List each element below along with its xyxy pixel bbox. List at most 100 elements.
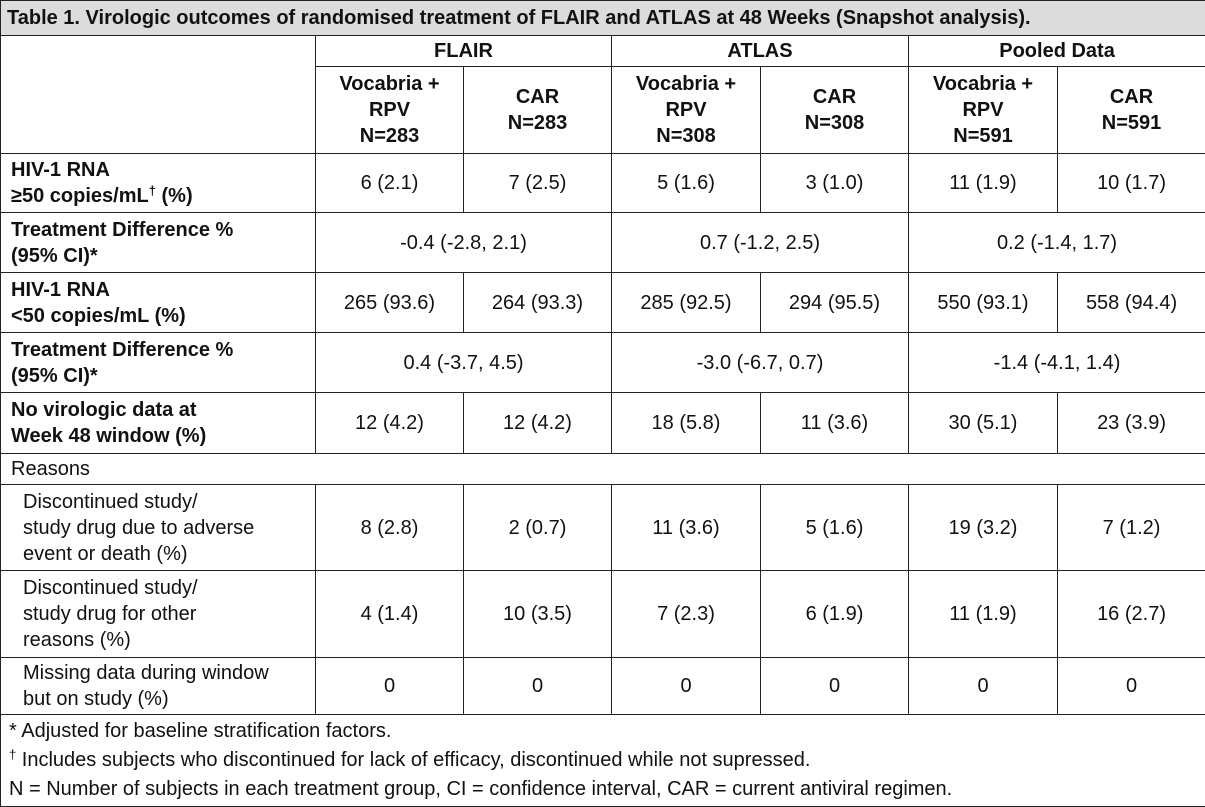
line: CAR bbox=[771, 84, 898, 110]
value-cell: 550 (93.1) bbox=[909, 273, 1058, 333]
line: N=283 bbox=[326, 123, 453, 149]
footnote: * Adjusted for baseline stratification f… bbox=[9, 717, 1197, 746]
line: <50 copies/mL (%) bbox=[11, 303, 305, 329]
value-cell: 0 bbox=[612, 658, 761, 715]
data-row: Discontinued study/study drug due to adv… bbox=[1, 485, 1205, 571]
line: RPV bbox=[622, 97, 750, 123]
value-cell: 2 (0.7) bbox=[464, 485, 612, 571]
value-cell: 0.7 (-1.2, 2.5) bbox=[612, 213, 909, 273]
value-cell: 18 (5.8) bbox=[612, 393, 761, 454]
row-label: HIV-1 RNA<50 copies/mL (%) bbox=[1, 273, 316, 333]
line: but on study (%) bbox=[23, 686, 305, 712]
value-cell: 11 (1.9) bbox=[909, 571, 1058, 658]
data-row: HIV-1 RNA<50 copies/mL (%)265 (93.6)264 … bbox=[1, 273, 1205, 333]
line: RPV bbox=[326, 97, 453, 123]
line: (95% CI)* bbox=[11, 363, 305, 389]
group-header: Pooled Data bbox=[909, 36, 1205, 67]
line: reasons (%) bbox=[23, 627, 305, 653]
value-cell: 12 (4.2) bbox=[464, 393, 612, 454]
value-cell: 0 bbox=[909, 658, 1058, 715]
value-cell: 4 (1.4) bbox=[316, 571, 464, 658]
data-row: Treatment Difference %(95% CI)*-0.4 (-2.… bbox=[1, 213, 1205, 273]
text: ≥50 copies/mL bbox=[11, 185, 149, 207]
line: (95% CI)* bbox=[11, 243, 305, 269]
text: Includes subjects who discontinued for l… bbox=[16, 749, 810, 771]
footnotes: * Adjusted for baseline stratification f… bbox=[1, 715, 1205, 807]
value-cell: 0 bbox=[464, 658, 612, 715]
line: event or death (%) bbox=[23, 541, 305, 567]
reasons-title: Reasons bbox=[1, 454, 1205, 485]
line: Treatment Difference % bbox=[11, 217, 305, 243]
value-cell: 11 (3.6) bbox=[612, 485, 761, 571]
value-cell: 7 (1.2) bbox=[1058, 485, 1205, 571]
title-row: Table 1. Virologic outcomes of randomise… bbox=[1, 1, 1205, 36]
line: ≥50 copies/mL† (%) bbox=[11, 183, 305, 209]
row-label: Discontinued study/study drug due to adv… bbox=[1, 485, 316, 571]
line: N=308 bbox=[622, 123, 750, 149]
line: study drug for other bbox=[23, 601, 305, 627]
value-cell: 3 (1.0) bbox=[761, 154, 909, 213]
value-cell: 0 bbox=[316, 658, 464, 715]
note-mark: † bbox=[149, 183, 156, 198]
line: Vocabria + bbox=[326, 71, 453, 97]
value-cell: 294 (95.5) bbox=[761, 273, 909, 333]
value-cell: 285 (92.5) bbox=[612, 273, 761, 333]
data-row: HIV-1 RNA≥50 copies/mL† (%)6 (2.1)7 (2.5… bbox=[1, 154, 1205, 213]
line: RPV bbox=[919, 97, 1047, 123]
value-cell: 5 (1.6) bbox=[761, 485, 909, 571]
line: Missing data during window bbox=[23, 660, 305, 686]
value-cell: 0.2 (-1.4, 1.7) bbox=[909, 213, 1205, 273]
value-cell: 7 (2.5) bbox=[464, 154, 612, 213]
row-label: HIV-1 RNA≥50 copies/mL† (%) bbox=[1, 154, 316, 213]
line: HIV-1 RNA bbox=[11, 157, 305, 183]
line: Week 48 window (%) bbox=[11, 423, 305, 449]
table-title: Table 1. Virologic outcomes of randomise… bbox=[1, 1, 1205, 36]
line: N=283 bbox=[474, 110, 601, 136]
row-label: Treatment Difference %(95% CI)* bbox=[1, 333, 316, 393]
row-label: Treatment Difference %(95% CI)* bbox=[1, 213, 316, 273]
line: Vocabria + bbox=[919, 71, 1047, 97]
group-header: FLAIR bbox=[316, 36, 612, 67]
value-cell: 0.4 (-3.7, 4.5) bbox=[316, 333, 612, 393]
line: Discontinued study/ bbox=[23, 575, 305, 601]
value-cell: 10 (1.7) bbox=[1058, 154, 1205, 213]
line: HIV-1 RNA bbox=[11, 277, 305, 303]
value-cell: 6 (2.1) bbox=[316, 154, 464, 213]
text: (%) bbox=[156, 185, 193, 207]
line: Vocabria + bbox=[622, 71, 750, 97]
line: CAR bbox=[474, 84, 601, 110]
value-cell: 0 bbox=[761, 658, 909, 715]
value-cell: 8 (2.8) bbox=[316, 485, 464, 571]
value-cell: -3.0 (-6.7, 0.7) bbox=[612, 333, 909, 393]
value-cell: 11 (3.6) bbox=[761, 393, 909, 454]
value-cell: 5 (1.6) bbox=[612, 154, 761, 213]
value-cell: 558 (94.4) bbox=[1058, 273, 1205, 333]
line: Treatment Difference % bbox=[11, 337, 305, 363]
line: No virologic data at bbox=[11, 397, 305, 423]
corner-cell bbox=[1, 36, 316, 154]
value-cell: 7 (2.3) bbox=[612, 571, 761, 658]
data-row: Treatment Difference %(95% CI)*0.4 (-3.7… bbox=[1, 333, 1205, 393]
value-cell: 12 (4.2) bbox=[316, 393, 464, 454]
line: N=591 bbox=[919, 123, 1047, 149]
value-cell: 0 bbox=[1058, 658, 1205, 715]
value-cell: 16 (2.7) bbox=[1058, 571, 1205, 658]
footnote-row: * Adjusted for baseline stratification f… bbox=[1, 715, 1205, 807]
footnote: † Includes subjects who discontinued for… bbox=[9, 746, 1197, 775]
value-cell: -1.4 (-4.1, 1.4) bbox=[909, 333, 1205, 393]
